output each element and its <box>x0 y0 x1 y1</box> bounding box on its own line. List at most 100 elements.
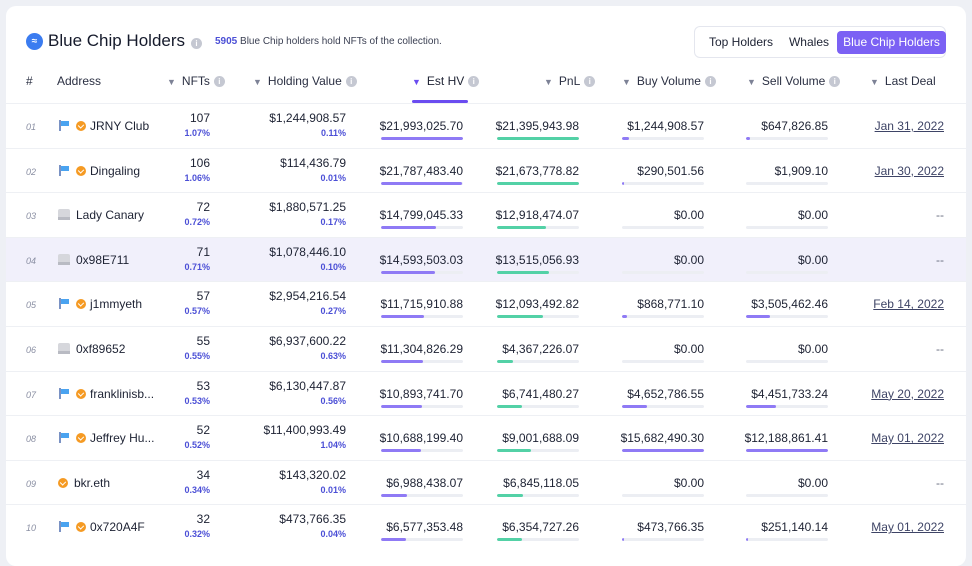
buy-volume-bar <box>622 226 704 230</box>
buy-volume-value: $473,766.35 <box>637 520 704 535</box>
sell-volume-value: $1,909.10 <box>774 163 828 178</box>
nfts-count: 71 <box>196 244 210 259</box>
nfts-count: 57 <box>196 289 210 304</box>
table-row[interactable]: 09 bkr.eth 34 0.34% $143,320.02 0.01% $6,988,4… <box>6 459 966 505</box>
buy-volume-bar <box>622 493 704 497</box>
col-header-holding-value[interactable]: ▼ Holding Value i <box>253 74 357 94</box>
col-header-num: # <box>26 74 33 88</box>
table-row[interactable]: 02 Dingaling 106 1.06% $114,436.79 0.01% $21,7… <box>6 147 966 193</box>
card-subtitle: 5905 Blue Chip holders hold NFTs of the … <box>215 36 442 47</box>
col-header-last-deal[interactable]: ▼ Last Deal <box>870 74 936 94</box>
sell-volume-value: $0.00 <box>797 475 828 490</box>
holder-address-link[interactable]: Lady Canary <box>76 208 145 223</box>
table-row[interactable]: 08 Jeffrey Hu... 52 0.52% $11,400,993.49 1.04… <box>6 415 966 460</box>
est-hv-bar <box>381 538 463 542</box>
col-header-buy-volume-label: Buy Volume <box>636 74 701 88</box>
info-icon[interactable]: i <box>584 76 596 88</box>
verified-badge-icon <box>76 522 86 533</box>
last-deal-link[interactable]: Jan 31, 2022 <box>874 119 944 133</box>
col-header-nfts[interactable]: ▼ NFTs i <box>167 74 225 94</box>
est-hv-bar <box>381 493 463 497</box>
nfts-percent: 0.53% <box>184 395 210 406</box>
last-deal-link[interactable]: May 01, 2022 <box>871 520 944 535</box>
sell-volume-bar <box>746 449 828 453</box>
row-rank: 10 <box>26 523 37 534</box>
info-icon[interactable]: i <box>345 76 357 88</box>
table-row[interactable]: 01 JRNY Club 107 1.07% $1,244,908.57 0.11% $21… <box>6 103 966 148</box>
holder-address-link[interactable]: Jeffrey Hu... <box>90 431 155 446</box>
nfts-count: 53 <box>196 378 210 393</box>
buy-volume-bar <box>622 137 704 140</box>
col-header-buy-volume[interactable]: ▼ Buy Volume i <box>622 74 716 94</box>
holder-address-link[interactable]: 0x720A4F <box>90 520 145 535</box>
sell-volume-value: $0.00 <box>797 342 828 356</box>
pnl-bar <box>497 270 579 274</box>
pnl-value: $12,093,492.82 <box>495 297 579 312</box>
holder-address-link[interactable]: bkr.eth <box>74 475 111 490</box>
flag-icon <box>58 298 70 310</box>
avatar-placeholder-icon <box>58 343 70 354</box>
holder-address-link[interactable]: franklinisb... <box>90 386 155 401</box>
est-hv-value: $14,593,503.03 <box>379 252 463 267</box>
tab-top-holders[interactable]: Top Holders <box>708 35 774 49</box>
pnl-bar <box>497 404 579 408</box>
nfts-count: 32 <box>196 512 210 527</box>
nfts-percent: 0.72% <box>184 217 210 228</box>
row-rank: 04 <box>26 255 37 266</box>
buy-volume-value: $0.00 <box>673 475 704 490</box>
table-row[interactable]: 06 0xf89652 55 0.55% $6,937,600.22 0.63% $11,3… <box>6 326 966 371</box>
table-row[interactable]: 04 0x98E711 71 0.71% $1,078,446.10 0.10% $14,5… <box>6 236 966 282</box>
buy-volume-value: $0.00 <box>673 342 704 356</box>
nfts-percent: 0.34% <box>184 484 210 495</box>
sell-volume-bar <box>746 404 828 408</box>
buy-volume-bar <box>622 181 704 185</box>
holding-value: $11,400,993.49 <box>263 423 346 438</box>
info-icon[interactable]: i <box>704 76 716 88</box>
info-icon[interactable]: i <box>191 38 202 49</box>
est-hv-value: $6,988,438.07 <box>386 475 463 490</box>
est-hv-bar <box>381 137 463 140</box>
est-hv-value: $11,304,826.29 <box>380 342 463 356</box>
col-header-est-hv[interactable]: ▼ Est HV i <box>412 74 480 94</box>
last-deal-link: -- <box>936 475 944 490</box>
table-row[interactable]: 07 franklinisb... 53 0.53% $6,130,447.87 0.56… <box>6 370 966 416</box>
card-header: ≈ Blue Chip Holders i 5905 Blue Chip hol… <box>6 6 966 64</box>
est-hv-value: $14,799,045.33 <box>379 208 463 223</box>
last-deal-link: -- <box>936 342 944 356</box>
verified-badge-icon <box>76 299 86 310</box>
tab-whales[interactable]: Whales <box>788 35 829 49</box>
holding-value: $1,244,908.57 <box>269 111 346 125</box>
holding-percent: 0.17% <box>320 217 346 228</box>
table-row[interactable]: 05 j1mmyeth 57 0.57% $2,954,216.54 0.27% $11,7… <box>6 281 966 326</box>
last-deal-link[interactable]: Feb 14, 2022 <box>873 297 944 312</box>
buy-volume-value: $290,501.56 <box>637 163 704 178</box>
holder-address-link[interactable]: 0xf89652 <box>76 342 126 356</box>
tab-blue-chip-holders[interactable]: Blue Chip Holders <box>837 31 946 54</box>
est-hv-bar <box>381 270 463 274</box>
pnl-bar <box>497 181 579 185</box>
last-deal-link[interactable]: Jan 30, 2022 <box>874 163 944 178</box>
holder-address-link[interactable]: 0x98E711 <box>76 252 130 267</box>
holder-address-link[interactable]: JRNY Club <box>90 119 150 133</box>
sell-volume-bar <box>746 137 828 140</box>
col-header-pnl-label: PnL <box>558 74 581 88</box>
table-row[interactable]: 03 Lady Canary 72 0.72% $1,880,571.25 0.17% $1… <box>6 192 966 237</box>
nfts-percent: 1.06% <box>184 172 210 183</box>
pnl-bar <box>497 315 579 319</box>
info-icon[interactable]: i <box>213 76 225 88</box>
info-icon[interactable]: i <box>829 76 841 88</box>
last-deal-link[interactable]: May 01, 2022 <box>871 431 944 446</box>
table-row[interactable]: 10 0x720A4F 32 0.32% $473,766.35 0.04% $6,577,… <box>6 504 966 549</box>
col-header-est-hv-label: Est HV <box>426 74 465 88</box>
pnl-bar <box>497 538 579 542</box>
last-deal-link[interactable]: May 20, 2022 <box>871 386 944 401</box>
holder-address-link[interactable]: j1mmyeth <box>90 297 143 312</box>
holder-address-link[interactable]: Dingaling <box>90 163 141 178</box>
info-icon[interactable]: i <box>468 76 480 88</box>
col-header-pnl[interactable]: ▼ PnL i <box>544 74 596 94</box>
sell-volume-bar <box>746 493 828 497</box>
buy-volume-value: $4,652,786.55 <box>627 386 704 401</box>
pnl-value: $21,673,778.82 <box>495 163 579 178</box>
nfts-count: 55 <box>196 334 210 348</box>
col-header-sell-volume[interactable]: ▼ Sell Volume i <box>747 74 841 94</box>
